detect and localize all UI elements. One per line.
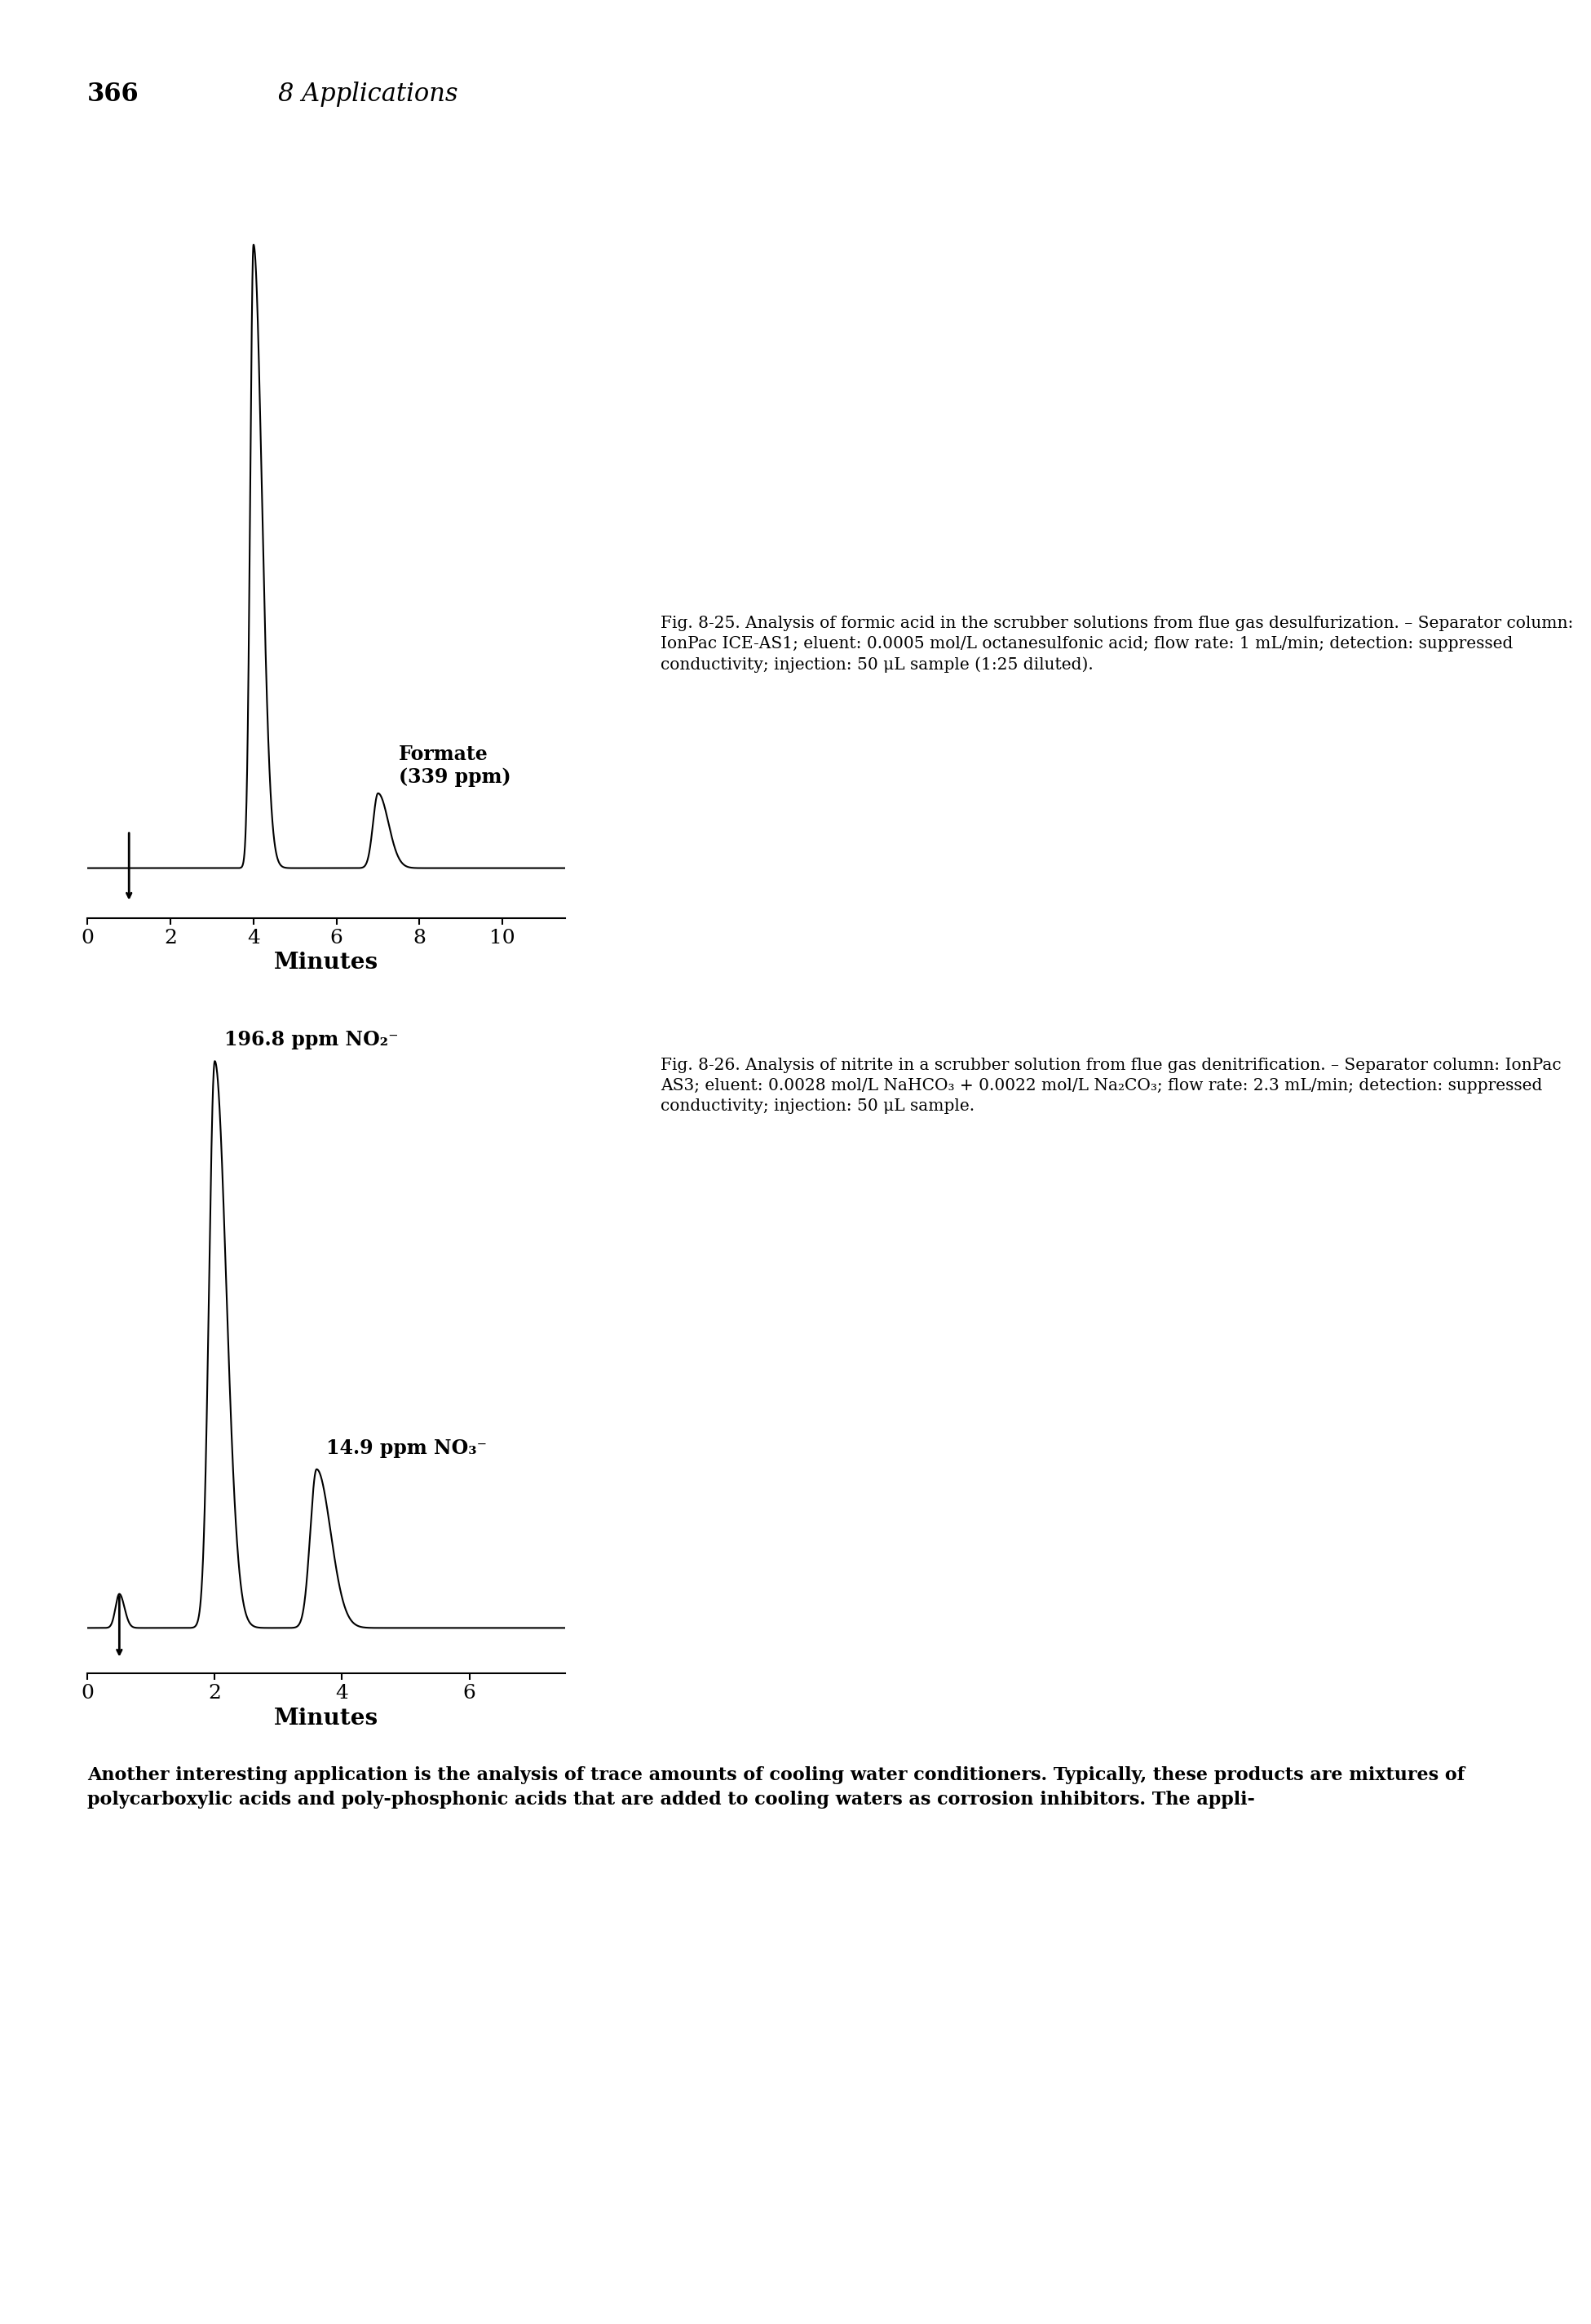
Text: 366: 366 (88, 81, 140, 107)
X-axis label: Minutes: Minutes (274, 1708, 379, 1729)
Text: 8 Applications: 8 Applications (278, 81, 458, 107)
Text: Fig. 8-26. Analysis of nitrite in a scrubber solution from flue gas denitrificat: Fig. 8-26. Analysis of nitrite in a scru… (660, 1057, 1561, 1113)
Text: 14.9 ppm NO₃⁻: 14.9 ppm NO₃⁻ (326, 1439, 487, 1457)
Text: 196.8 ppm NO₂⁻: 196.8 ppm NO₂⁻ (224, 1030, 398, 1050)
Text: Fig. 8-25. Analysis of formic acid in the scrubber solutions from flue gas desul: Fig. 8-25. Analysis of formic acid in th… (660, 616, 1573, 674)
Text: Another interesting application is the analysis of trace amounts of cooling wate: Another interesting application is the a… (88, 1766, 1465, 1808)
Text: Formate
(339 ppm): Formate (339 ppm) (399, 744, 511, 788)
X-axis label: Minutes: Minutes (274, 953, 379, 974)
